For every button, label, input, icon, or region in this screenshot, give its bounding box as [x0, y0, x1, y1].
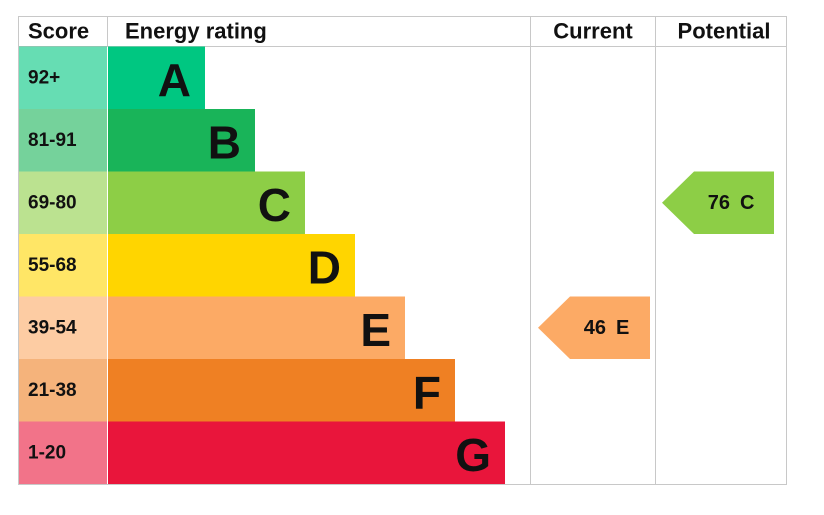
rating-letter: B	[208, 116, 241, 168]
score-cell	[19, 171, 107, 234]
potential-value: 76	[708, 192, 730, 214]
score-range: 69-80	[28, 192, 77, 213]
score-cell	[19, 296, 107, 359]
score-cell	[19, 359, 107, 422]
potential-letter: C	[740, 192, 754, 214]
rating-bar	[108, 46, 205, 109]
current-value: 46	[584, 317, 606, 339]
current-letter: E	[616, 317, 629, 339]
header-rating: Energy rating	[125, 19, 267, 44]
potential-arrow	[662, 171, 774, 234]
score-range: 81-91	[28, 130, 77, 151]
rating-bar	[108, 296, 405, 359]
rating-bar	[108, 359, 455, 422]
rating-letter: A	[158, 54, 191, 106]
header-potential: Potential	[678, 19, 771, 44]
rating-bar	[108, 171, 305, 234]
rating-bar	[108, 234, 355, 297]
score-range: 39-54	[28, 317, 77, 338]
current-arrow	[538, 296, 650, 359]
rating-letter: D	[308, 241, 341, 293]
score-cell	[19, 46, 107, 109]
rating-bar	[108, 109, 255, 172]
score-range: 92+	[28, 67, 60, 88]
header-current: Current	[553, 19, 633, 44]
rating-letter: G	[455, 429, 491, 481]
frame	[18, 16, 787, 485]
score-range: 21-38	[28, 380, 77, 401]
score-cell	[19, 234, 107, 297]
rating-letter: C	[258, 179, 291, 231]
rating-letter: E	[360, 304, 391, 356]
score-range: 1-20	[28, 442, 66, 463]
header-score: Score	[28, 19, 89, 44]
score-range: 55-68	[28, 255, 77, 276]
score-cell	[19, 109, 107, 172]
rating-letter: F	[413, 366, 441, 418]
score-cell	[19, 421, 107, 484]
rating-bar	[108, 421, 505, 484]
